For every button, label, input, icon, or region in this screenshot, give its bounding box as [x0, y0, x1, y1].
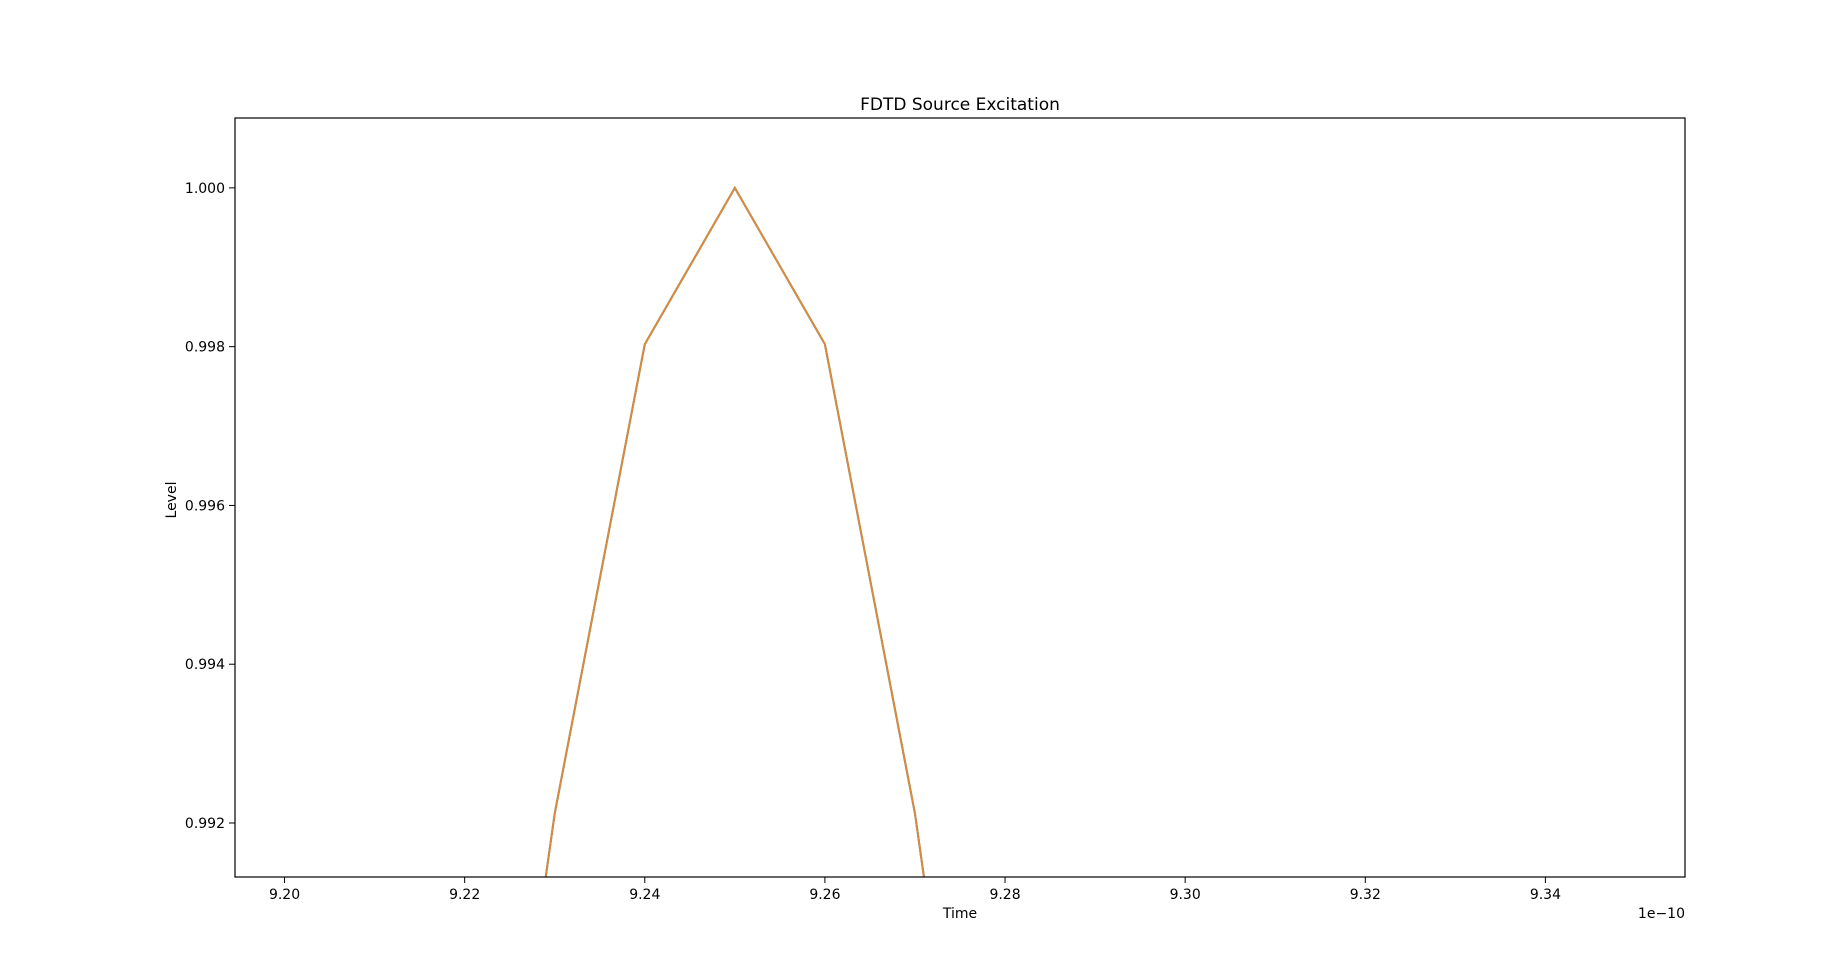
x-tick-label: 9.20: [269, 887, 300, 903]
x-axis-label: Time: [942, 906, 977, 922]
x-tick-label: 9.24: [629, 887, 660, 903]
y-axis-label: Level: [164, 482, 180, 519]
series-layer: [544, 185, 925, 877]
x-tick-label: 9.22: [449, 887, 480, 903]
x-tick-label: 9.30: [1170, 887, 1201, 903]
y-tick-label: 0.996: [185, 498, 225, 514]
series-line-1: [544, 185, 925, 877]
y-axis-ticks: 0.992 0.994 0.996 0.998 1.000: [185, 181, 235, 832]
x-tick-label: 9.26: [809, 887, 840, 903]
chart-title: FDTD Source Excitation: [860, 95, 1060, 115]
y-tick-label: 0.994: [185, 657, 225, 673]
x-tick-label: 9.28: [989, 887, 1020, 903]
x-tick-label: 9.32: [1350, 887, 1381, 903]
x-axis-ticks: 9.20 9.22 9.24 9.26 9.28 9.30 9.32 9.34: [269, 877, 1561, 903]
y-tick-label: 1.000: [185, 181, 225, 197]
plot-area-frame: [234, 117, 1686, 878]
x-axis-offset-label: 1e−10: [1638, 906, 1685, 922]
y-tick-label: 0.998: [185, 340, 225, 356]
y-tick-label: 0.992: [185, 816, 225, 832]
x-tick-label: 9.34: [1530, 887, 1561, 903]
